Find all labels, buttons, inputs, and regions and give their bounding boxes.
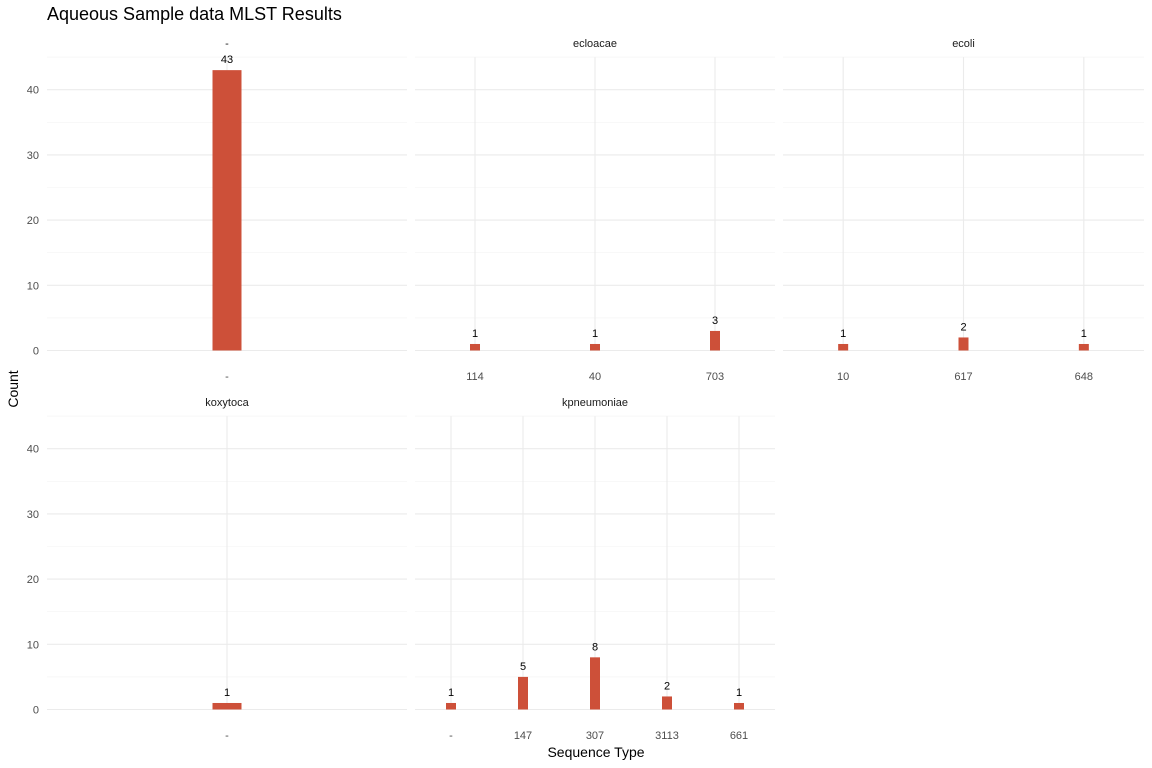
facet-panel-ecoli: 1 10 2 617 1 648 ecoli [783,38,1144,383]
bar-kpneumoniae-147 [518,676,528,710]
data-label: 8 [592,641,598,653]
x-axis-title: Sequence Type [547,744,644,760]
y-axis-title: Count [5,370,21,407]
facet-strip-label: - [225,38,229,50]
bar-ecloacae-40 [590,343,600,351]
facet-panel-kpneumoniae: 1 - 5 147 8 307 2 3113 1 661 kpneumoniae [415,397,775,742]
y-tick-label: 40 [27,85,39,97]
x-tick-label: 617 [954,371,972,383]
x-tick-label: 147 [514,730,532,742]
data-label: 3 [712,315,718,327]
y-tick-label: 20 [27,215,39,227]
bar-ecoli-617 [958,337,969,351]
data-label: 1 [448,687,454,699]
y-tick-label: 0 [33,346,39,358]
facet-strip-label: kpneumoniae [562,397,628,409]
data-label: 43 [221,54,233,66]
bar-ecoli-648 [1078,343,1089,351]
y-tick-label: 0 [33,705,39,717]
data-label: 1 [224,687,230,699]
facet-strip-label: ecloacae [573,38,617,50]
x-tick-label: 307 [586,730,604,742]
x-tick-label: 648 [1075,371,1093,383]
x-tick-label: 661 [730,730,748,742]
facet-panel-koxytoca: 1 - koxytoca 0 10 20 30 40 [27,397,407,742]
y-tick-label: 10 [27,639,39,651]
x-tick-label: 3113 [655,730,679,742]
facet-panel-dash: 43 - - 0 10 20 30 40 [27,38,407,383]
y-tick-label: 40 [27,444,39,456]
x-tick-label: 40 [589,371,601,383]
x-tick-label: - [449,730,453,742]
x-tick-label: 10 [837,371,849,383]
data-label: 1 [736,687,742,699]
bar-kpneumoniae-3113 [662,696,672,710]
x-tick-label: - [225,371,229,383]
data-label: 2 [664,680,670,692]
facet-strip-label: ecoli [952,38,975,50]
bar-kpneumoniae-661 [734,702,744,710]
y-tick-label: 10 [27,280,39,292]
chart-title: Aqueous Sample data MLST Results [47,4,342,24]
data-label: 1 [840,328,846,340]
x-tick-label: 114 [466,371,484,383]
bar-koxytoca-dash [212,702,242,710]
x-tick-label: - [225,730,229,742]
y-tick-label: 30 [27,150,39,162]
bar-ecloacae-114 [470,343,480,351]
data-label: 1 [472,328,478,340]
facet-strip-label: koxytoca [205,397,249,409]
x-tick-label: 703 [706,371,724,383]
y-tick-label: 30 [27,509,39,521]
bar-kpneumoniae-307 [590,657,600,710]
facet-panel-ecloacae: 1 114 1 40 3 703 ecloacae [415,38,775,383]
bar-dash-dash [212,70,242,351]
bar-ecloacae-703 [710,330,720,351]
data-label: 5 [520,661,526,673]
facet-panels: 43--01020304011141403703ecloacae11026171… [27,38,1144,742]
bar-kpneumoniae-dash [446,702,456,710]
data-label: 1 [592,328,598,340]
y-tick-label: 20 [27,574,39,586]
data-label: 2 [960,321,966,333]
bar-ecoli-10 [838,343,849,351]
data-label: 1 [1081,328,1087,340]
